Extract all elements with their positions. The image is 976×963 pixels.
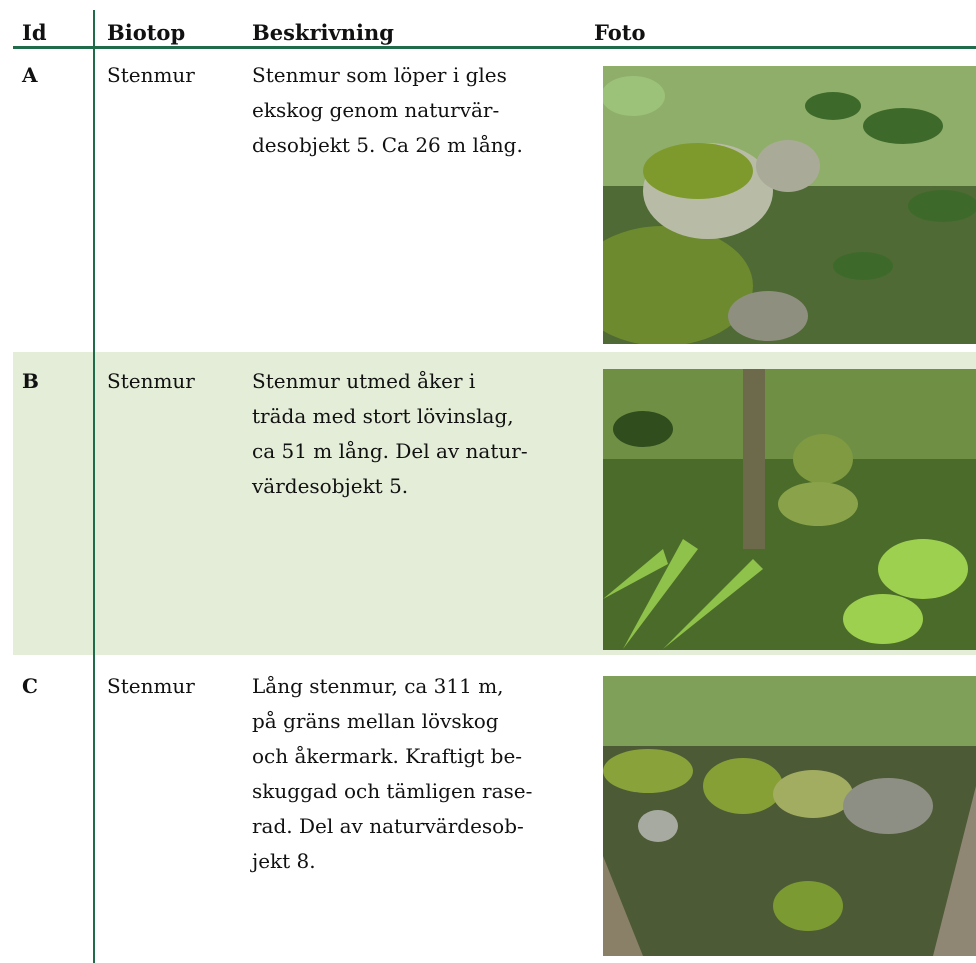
row-id: A: [22, 63, 38, 87]
header-biotope: Biotop: [107, 20, 186, 45]
description-line: värdesobjekt 5.: [252, 474, 409, 498]
description-line: och åkermark. Kraftigt be-: [252, 744, 523, 768]
row-id: C: [22, 674, 38, 698]
description-line: träda med stort lövinslag,: [252, 404, 514, 428]
header-photo: Foto: [594, 20, 646, 45]
header-rule: [13, 46, 976, 49]
description-line: ekskog genom naturvär-: [252, 98, 500, 122]
row-description: Stenmur utmed åker i träda med stort lövi…: [252, 364, 528, 504]
description-line: skuggad och tämligen rase-: [252, 779, 533, 803]
description-line: Lång stenmur, ca 311 m,: [252, 674, 504, 698]
row-biotope: Stenmur: [107, 63, 195, 87]
row-biotope: Stenmur: [107, 674, 195, 698]
row-description: Lång stenmur, ca 311 m, på gräns mellan l…: [252, 669, 532, 879]
description-line: rad. Del av naturvärdesob-: [252, 814, 524, 838]
description-line: ca 51 m lång. Del av natur-: [252, 439, 528, 463]
row-id: B: [22, 369, 39, 393]
description-line: jekt 8.: [252, 849, 316, 873]
photo: [603, 676, 976, 956]
description-line: desobjekt 5. Ca 26 m lång.: [252, 133, 523, 157]
photo: [603, 369, 976, 650]
column-rule: [93, 10, 95, 963]
row-description: Stenmur som löper i gles ekskog genom nat…: [252, 58, 523, 163]
description-line: Stenmur utmed åker i: [252, 369, 476, 393]
header-description: Beskrivning: [252, 20, 394, 45]
row-biotope: Stenmur: [107, 369, 195, 393]
description-line: Stenmur som löper i gles: [252, 63, 507, 87]
description-line: på gräns mellan lövskog: [252, 709, 499, 733]
header-id: Id: [22, 20, 47, 45]
photo: [603, 66, 976, 344]
